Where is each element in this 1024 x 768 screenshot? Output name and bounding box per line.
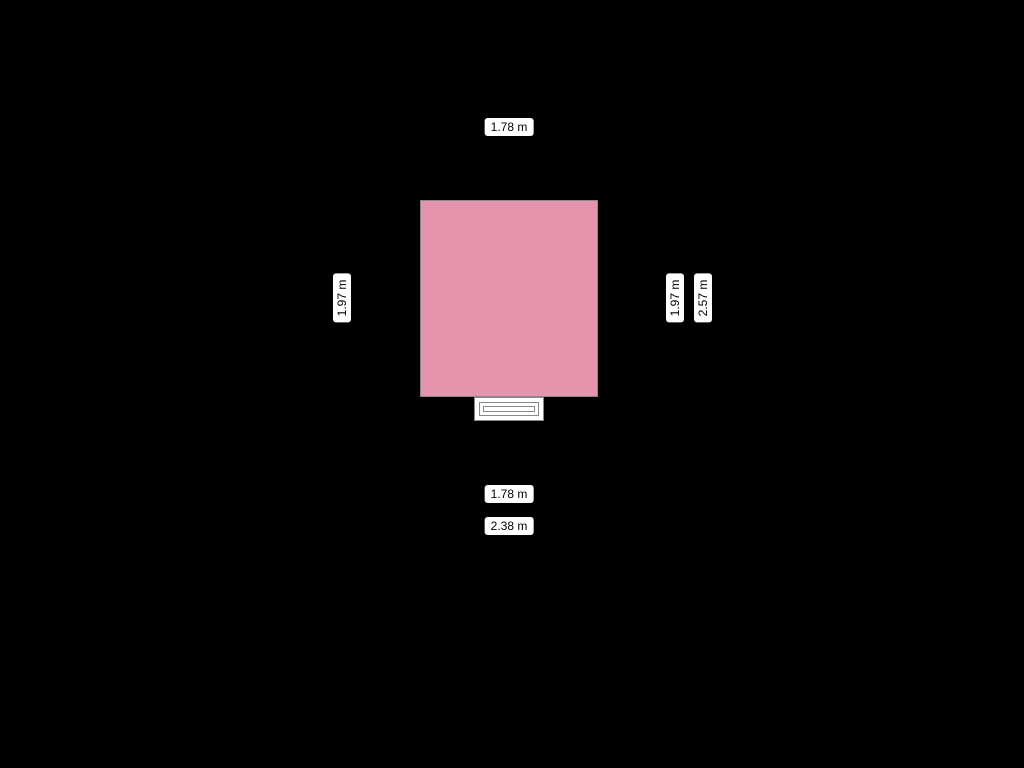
dimension-bottom-width-outer: 2.38 m [485,517,534,535]
dimension-bottom-width-inner: 1.78 m [485,485,534,503]
dimension-right-height-outer: 2.57 m [694,274,712,323]
dimension-top-width: 1.78 m [485,118,534,136]
dimension-right-height-inner: 1.97 m [666,274,684,323]
door-threshold [474,397,544,421]
door-inner-line-2 [483,406,535,412]
room-shape [420,200,598,397]
dimension-left-height: 1.97 m [333,274,351,323]
